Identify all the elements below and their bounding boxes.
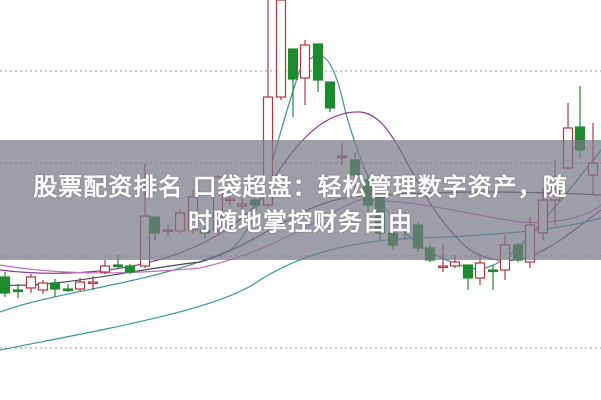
candle-body-up	[25, 276, 37, 289]
candle-body-up	[87, 281, 99, 285]
candle-body-up	[437, 265, 449, 269]
candle-body-down	[49, 282, 61, 290]
candle-body-down	[487, 269, 499, 273]
candle-body-up	[37, 282, 49, 291]
candle-body-down	[462, 264, 474, 279]
candle-body-down	[62, 288, 74, 292]
candle-body-down	[324, 81, 336, 109]
candle-body-down	[12, 289, 24, 293]
candle-body-up	[449, 261, 461, 267]
candle-body-down	[287, 48, 299, 80]
candle-body-up	[275, 0, 287, 98]
caption-line-1: 股票配资排名 口袋超盘：轻松管理数字资产，随	[33, 173, 568, 201]
candle-body-up	[74, 281, 86, 290]
candle-body-down	[124, 265, 136, 273]
caption-line-2: 时随地掌控财务自由	[188, 208, 413, 236]
candle-body-up	[99, 265, 111, 273]
candle-body-down	[112, 264, 124, 268]
candle-body-down	[0, 276, 11, 294]
candle-body-up	[299, 44, 311, 79]
caption-banner	[0, 140, 601, 260]
candle-body-down	[312, 43, 324, 81]
candle-body-up	[474, 262, 486, 279]
